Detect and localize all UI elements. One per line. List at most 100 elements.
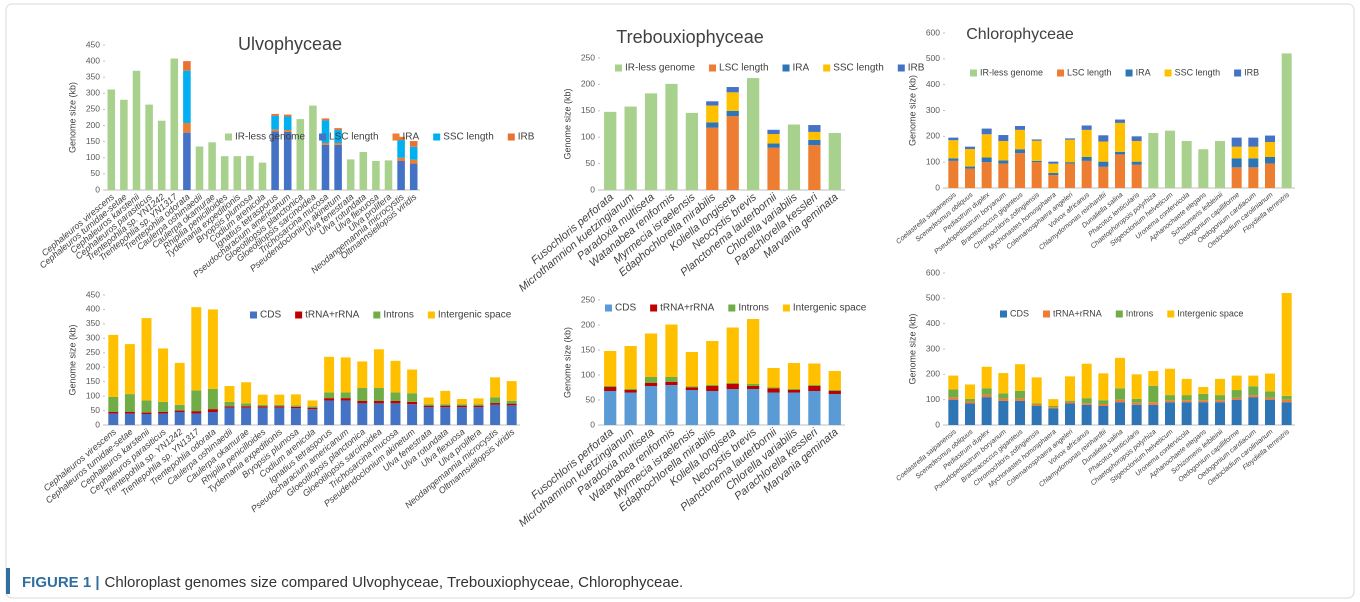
bar-segment [490, 404, 501, 425]
bar-segment [409, 159, 418, 164]
bar-segment [257, 407, 268, 425]
bar-segment [241, 382, 252, 404]
bar-segment [948, 158, 959, 161]
bar-segment [1231, 399, 1242, 425]
legend-swatch [250, 311, 257, 319]
bar-segment [726, 116, 739, 190]
bar-segment [271, 113, 279, 116]
y-axis-label: Genome size (kb) [562, 88, 572, 159]
bar-segment [1248, 397, 1259, 425]
bar-segment [787, 363, 801, 389]
bar-segment [1098, 141, 1109, 162]
bar-segment [965, 398, 975, 402]
bar-segment [224, 407, 235, 425]
legend-swatch [427, 311, 435, 319]
bar-segment [357, 401, 368, 404]
bar-segment [1098, 406, 1109, 425]
bar-segment [274, 407, 285, 425]
bar-segment [747, 384, 760, 386]
legend-label: Intergenic space [793, 303, 867, 314]
legend-swatch [225, 133, 232, 141]
legend-label: IRB [908, 63, 925, 74]
bar-segment [158, 348, 169, 402]
legend-label: IRB [518, 132, 535, 143]
bar-segment [307, 406, 318, 408]
bar-segment [1065, 403, 1075, 425]
bar-segment [998, 393, 1009, 399]
bar-segment [1131, 136, 1142, 141]
bar-segment [359, 151, 368, 190]
bar-segment [706, 122, 719, 128]
y-tick-label: 400 [86, 304, 100, 314]
y-axis-label: Genome size (kb) [67, 324, 77, 395]
bar-segment [604, 386, 617, 387]
bar-segment [1281, 293, 1292, 396]
y-tick-label: 450 [86, 39, 100, 49]
bar-segment [604, 391, 617, 425]
bar-segment [1131, 164, 1142, 188]
bar-segment [1231, 158, 1242, 168]
bar-segment [423, 397, 434, 405]
bar-segment [808, 386, 821, 391]
chart-title: Chlorophyceae [966, 26, 1074, 43]
bar-segment [207, 388, 218, 410]
bar-segment [1248, 395, 1259, 398]
y-tick-label: 0 [95, 184, 100, 194]
legend-swatch [782, 64, 790, 72]
bar-segment [241, 407, 252, 425]
bar-segment [1198, 400, 1209, 403]
legend-swatch [1125, 69, 1133, 77]
bar-segment [340, 398, 351, 401]
bar-segment [1048, 408, 1059, 425]
bar-segment [1265, 157, 1275, 164]
chart: Ulvophyceae Genome size (kb) 0 50 100 150 200 2… [38, 34, 535, 279]
legend-label: LSC length [329, 132, 378, 143]
bar-segment [998, 398, 1009, 401]
bar-segment [409, 141, 418, 147]
bar-segment [726, 383, 739, 384]
bar-segment [706, 341, 719, 385]
bar-segment [981, 397, 992, 425]
bar-segment [158, 401, 169, 412]
bar-segment [828, 132, 841, 190]
bar-segment [726, 87, 739, 93]
bar-segment [604, 111, 617, 190]
bar-segment [1181, 402, 1192, 425]
bar-segment [998, 373, 1009, 394]
bar-segment [1065, 376, 1075, 401]
bar-segment [1048, 399, 1059, 406]
bar-segment [409, 146, 418, 160]
bar-segment [271, 131, 279, 190]
bar-segment [390, 360, 401, 393]
legend-label: Introns [1126, 308, 1154, 318]
bar-segment [1131, 404, 1142, 425]
legend-label: tRNA+rRNA [660, 303, 715, 314]
y-tick-label: 150 [581, 105, 595, 115]
bar-segment [207, 409, 218, 412]
bar-segment [1098, 166, 1109, 188]
legend-swatch [1000, 310, 1007, 318]
bar-segment [1281, 399, 1292, 403]
bar-segment [1265, 135, 1275, 143]
legend-label: IRB [1244, 67, 1259, 77]
y-tick-label: 200 [86, 361, 100, 371]
bar-segment [321, 120, 330, 143]
y-tick-label: 250 [581, 294, 595, 304]
legend-label: SSC length [833, 63, 884, 74]
legend-label: CDS [260, 310, 281, 321]
bar-segment [373, 401, 384, 404]
bar-segment [706, 385, 719, 386]
bar-segment [174, 410, 185, 412]
bar-segment [1031, 160, 1042, 163]
bar-segment [290, 406, 301, 409]
bar-segment [981, 388, 992, 395]
bar-segment [808, 363, 821, 385]
bar-segment [283, 132, 292, 190]
bar-segment [307, 400, 318, 407]
bar-segment [1148, 132, 1159, 188]
bar-segment [321, 118, 330, 121]
y-tick-label: 0 [590, 184, 595, 194]
caption-label: FIGURE 1 | [22, 574, 100, 591]
chart: Genome size (kb)050100150200250Fusochlor… [517, 294, 867, 529]
bar-segment [808, 385, 821, 386]
